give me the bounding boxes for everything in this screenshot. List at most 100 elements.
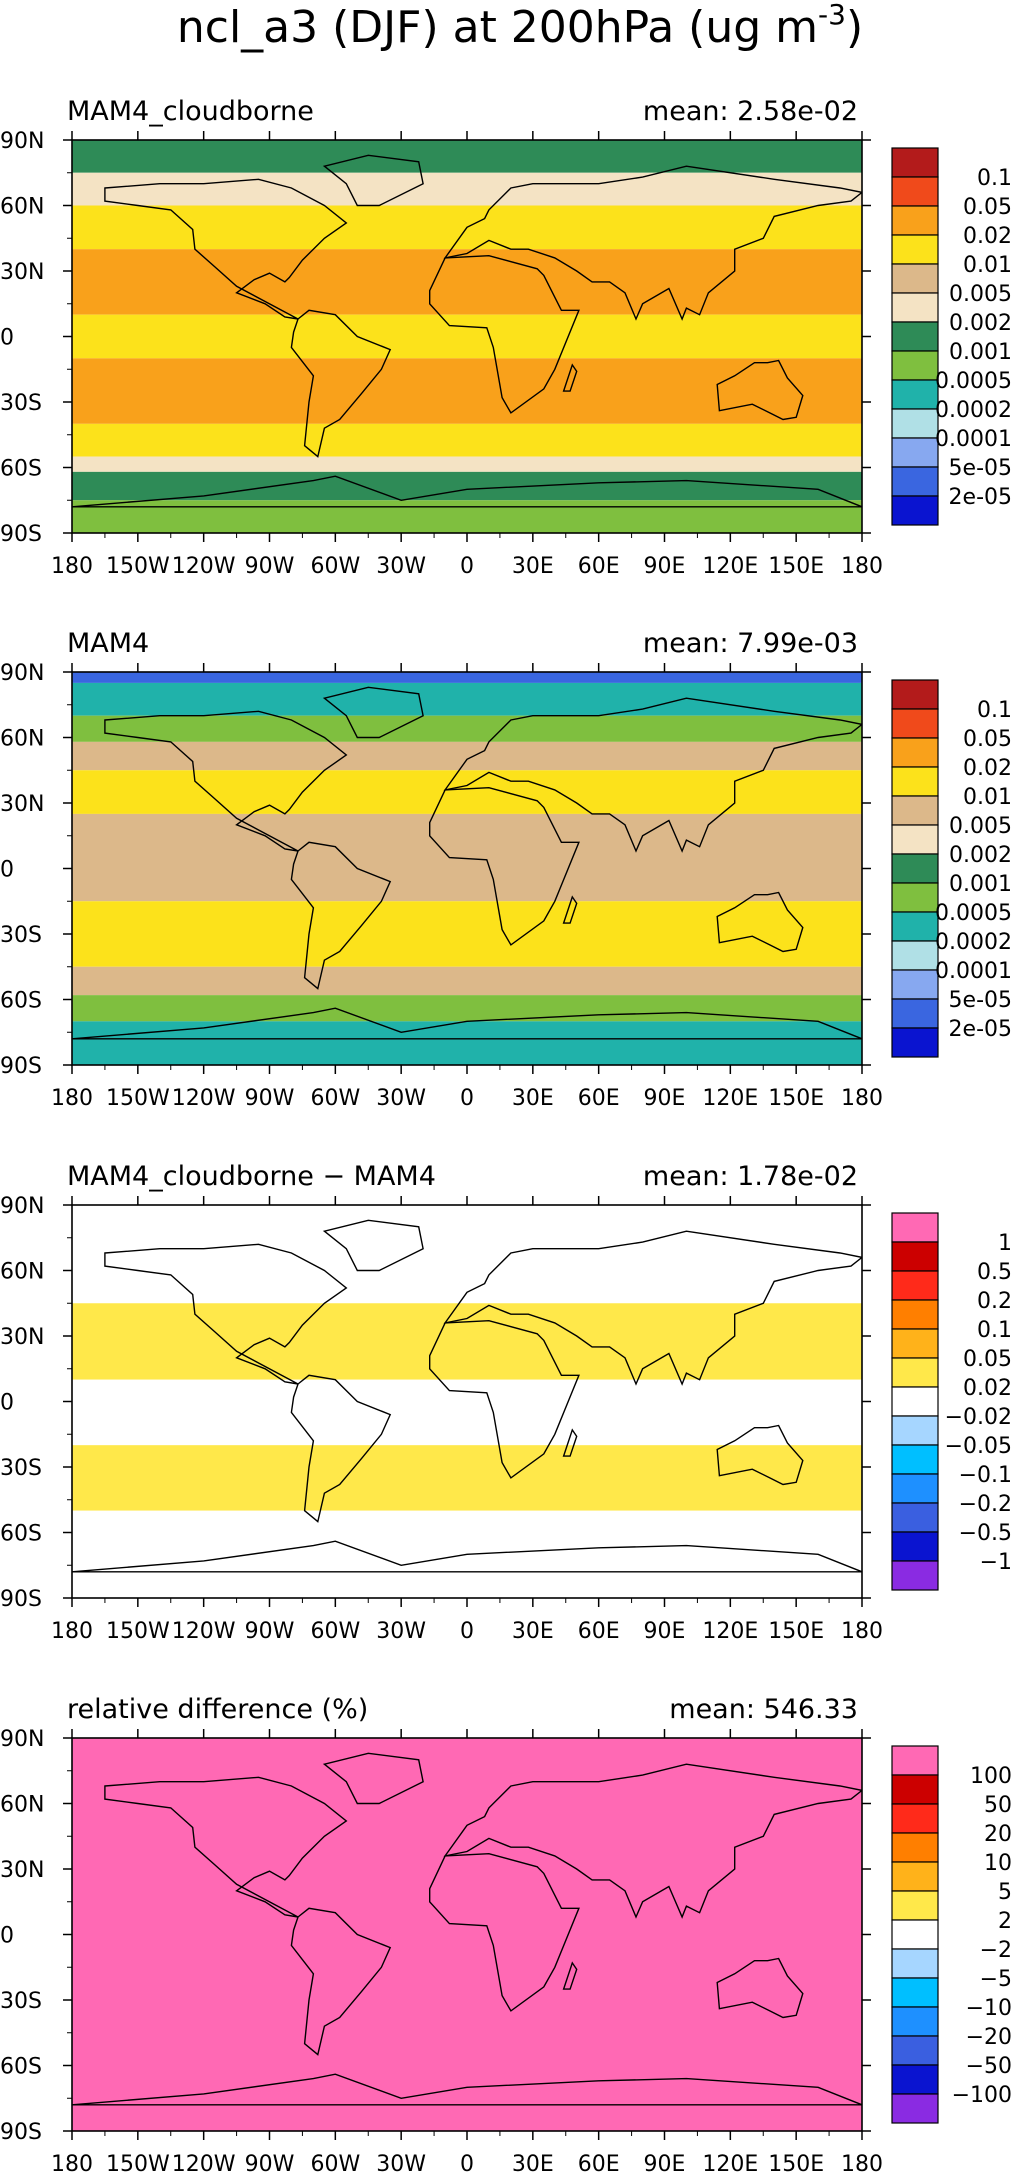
colorbar-box [891, 1977, 939, 2008]
x-tick-label: 60W [310, 2152, 360, 2175]
coastline [429, 1852, 580, 2012]
x-tick-label: 150W [106, 2152, 170, 2175]
coastline [104, 710, 348, 852]
colorbar-label: 0.05 [963, 1347, 1012, 1372]
coastline [562, 1961, 578, 1990]
colorbar-label: 0.001 [949, 340, 1012, 365]
coastline [562, 363, 578, 392]
coastline [72, 2073, 862, 2106]
x-tick-label: 120E [702, 1619, 758, 1644]
coastline [72, 1007, 862, 1040]
y-tick-label: 60N [0, 195, 44, 220]
colorbar-box [891, 1948, 939, 1979]
colorbar-label: −0.05 [945, 1434, 1012, 1459]
field-band [72, 1021, 862, 1065]
y-tick-label: 90S [0, 1054, 42, 1079]
figure-title-end: ) [846, 2, 863, 53]
coastline [322, 1752, 424, 1805]
colorbar-label: 0.002 [949, 843, 1012, 868]
coastline [443, 1230, 862, 1386]
colorbar-label: 0.01 [963, 253, 1012, 278]
colorbar-label: 0.02 [963, 1376, 1012, 1401]
colorbar-box [891, 2064, 939, 2095]
colorbar-label: 0.002 [949, 311, 1012, 336]
colorbar-box [891, 205, 939, 236]
x-tick-label: 0 [460, 1619, 474, 1644]
x-tick-label: 60E [578, 1619, 620, 1644]
x-tick-label: 120W [172, 2152, 236, 2175]
chart-panel-2: MAM4 mean: 7.99e-03 180 150W 120W 90W 60W 30W 0 3… [0, 628, 1012, 1111]
x-tick-label: 30E [512, 2152, 554, 2175]
colorbar-label: 5 [998, 1880, 1012, 1905]
colorbar-box [891, 1415, 939, 1446]
colorbar-label: 0.02 [963, 756, 1012, 781]
panel-mean: mean: 1.78e-02 [643, 1161, 858, 1192]
colorbar-label: −0.5 [959, 1521, 1012, 1546]
colorbar-box [891, 379, 939, 410]
colorbar-box [891, 1861, 939, 1892]
colorbar-box [891, 1890, 939, 1921]
colorbar-box [891, 1386, 939, 1417]
colorbar-label: 0.001 [949, 872, 1012, 897]
x-tick-label: 0 [460, 554, 474, 579]
x-tick-label: 60W [310, 554, 360, 579]
coastline [443, 165, 862, 321]
x-tick-label: 90W [245, 1619, 295, 1644]
y-tick-label: 30S [0, 923, 42, 948]
colorbar-label: 0.0002 [935, 398, 1012, 423]
chart-panel-3: MAM4_cloudborne − MAM4 mean: 1.78e-02 180 1… [0, 1161, 1012, 1644]
colorbar-label: 2e-05 [949, 485, 1012, 510]
field-band [72, 423, 862, 457]
x-tick-label: 90E [644, 1619, 686, 1644]
colorbar-box [891, 1241, 939, 1272]
colorbar-label: 50 [984, 1793, 1012, 1818]
field-band [72, 813, 862, 902]
x-tick-label: 90W [245, 2152, 295, 2175]
colorbar-box [891, 737, 939, 768]
x-tick-label: 60E [578, 554, 620, 579]
x-tick-label: 120W [172, 1619, 236, 1644]
chart-panel-4: relative difference (%) mean: 546.33 180 15… [0, 1694, 1012, 2175]
colorbar-label: 0.1 [977, 698, 1012, 723]
coastline [104, 1243, 348, 1385]
colorbar-box [891, 350, 939, 381]
colorbar-box [891, 176, 939, 207]
colorbar-box [891, 408, 939, 439]
x-tick-label: 60W [310, 1619, 360, 1644]
colorbar-label: −1 [980, 1550, 1012, 1575]
colorbar-label: 1 [998, 1231, 1012, 1256]
y-tick-label: 60S [0, 989, 42, 1014]
y-tick-label: 90N [0, 129, 44, 154]
x-tick-label: 0 [460, 1086, 474, 1111]
colorbar-label: −2 [980, 1938, 1012, 1963]
colorbar-box [891, 1745, 939, 1776]
colorbar-box [891, 969, 939, 1000]
field-band [72, 741, 862, 771]
colorbar-label: 0.0001 [935, 959, 1012, 984]
colorbar-box [891, 1531, 939, 1562]
colorbar-box [891, 2093, 939, 2124]
coastline [290, 309, 392, 458]
colorbar-box [891, 1357, 939, 1388]
coastline [290, 1907, 392, 2056]
x-tick-label: 180 [51, 1086, 93, 1111]
x-tick-label: 90W [245, 1086, 295, 1111]
figure-title: ncl_a3 (DJF) at 200hPa (ug m-3) [177, 0, 863, 53]
colorbar-box [891, 1299, 939, 1330]
panel-mean: mean: 2.58e-02 [643, 96, 858, 127]
colorbar-label: −10 [966, 1996, 1012, 2021]
colorbar-label: 2 [998, 1909, 1012, 1934]
panel-title: MAM4 [67, 628, 149, 659]
field-band [72, 715, 862, 742]
map-field [72, 1738, 862, 2131]
panel-title: MAM4_cloudborne − MAM4 [67, 1161, 436, 1192]
y-tick-label: 30S [0, 391, 42, 416]
field-band [72, 471, 862, 501]
y-tick-label: 60N [0, 1793, 44, 1818]
field-band [72, 456, 862, 472]
colorbar-box [891, 1027, 939, 1058]
coastline [443, 697, 862, 853]
colorbar-box [891, 1560, 939, 1591]
y-tick-label: 60S [0, 1522, 42, 1547]
